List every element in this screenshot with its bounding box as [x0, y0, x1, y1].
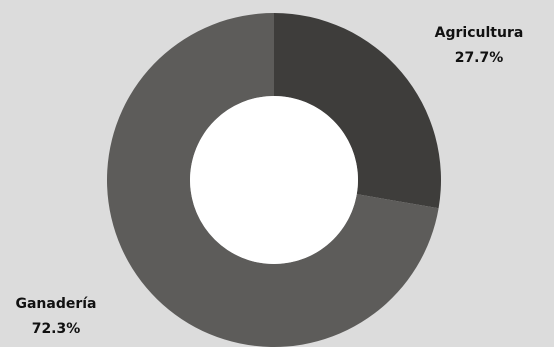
- slice-labels: Agricultura 27.7% Ganadería 72.3%: [15, 25, 523, 337]
- slice-label-category: Agricultura: [435, 25, 524, 41]
- donut-hole: [190, 96, 358, 264]
- slice-label-category: Ganadería: [15, 296, 96, 312]
- slice-label-value: 27.7%: [455, 50, 504, 66]
- slice-label-value: 72.3%: [32, 321, 81, 337]
- donut-slices: [107, 12, 442, 347]
- donut-slice-ganader-a: [107, 12, 439, 347]
- donut-slice-agricultura: [274, 13, 442, 209]
